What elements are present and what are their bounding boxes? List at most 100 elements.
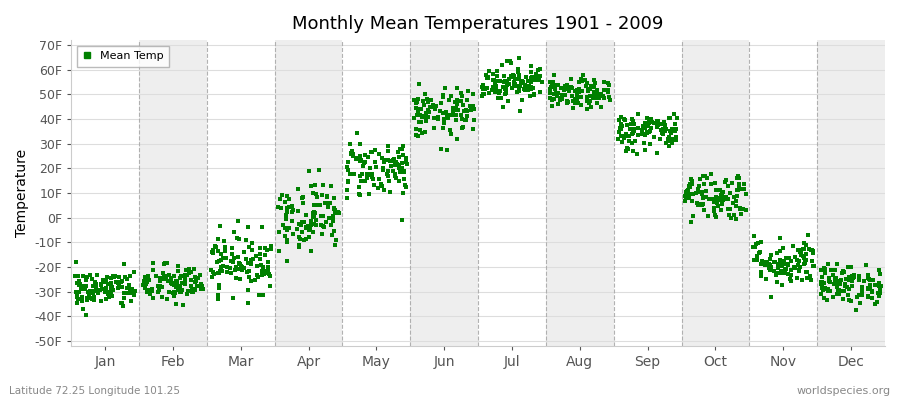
Point — [286, 231, 301, 238]
Point — [737, 180, 751, 187]
Point — [184, 283, 198, 290]
Point — [659, 140, 673, 146]
Point — [253, 250, 267, 257]
Point — [508, 83, 522, 89]
Point — [821, 286, 835, 292]
Y-axis label: Temperature: Temperature — [15, 149, 29, 237]
Point — [546, 95, 561, 102]
Point — [650, 124, 664, 130]
Point — [150, 289, 165, 296]
Point — [158, 273, 172, 280]
Point — [396, 152, 410, 158]
Point — [718, 177, 733, 183]
Point — [295, 229, 310, 235]
Point — [706, 204, 721, 211]
Point — [241, 260, 256, 266]
Point — [398, 182, 412, 188]
Point — [734, 205, 748, 211]
Point — [400, 161, 414, 168]
Point — [523, 86, 537, 92]
Point — [176, 273, 190, 279]
Point — [579, 83, 593, 90]
Point — [465, 126, 480, 132]
Point — [392, 165, 406, 171]
Point — [309, 190, 323, 197]
Point — [814, 267, 828, 274]
Point — [832, 290, 846, 297]
Point — [685, 181, 699, 188]
Point — [367, 158, 382, 165]
Point — [508, 81, 522, 88]
Point — [821, 260, 835, 267]
Point — [230, 266, 245, 272]
Point — [764, 252, 778, 258]
Point — [162, 272, 176, 278]
Point — [789, 275, 804, 281]
Point — [751, 256, 765, 263]
Point — [226, 258, 240, 265]
Point — [69, 300, 84, 306]
Point — [421, 108, 436, 115]
Point — [176, 302, 190, 308]
Point — [285, 209, 300, 215]
Point — [256, 264, 270, 270]
Point — [293, 235, 308, 242]
Point — [392, 168, 407, 175]
Point — [383, 163, 398, 169]
Point — [497, 73, 511, 80]
Point — [687, 213, 701, 220]
Point — [139, 281, 153, 288]
Point — [299, 235, 313, 242]
Point — [524, 69, 538, 76]
Point — [817, 285, 832, 292]
Point — [524, 63, 538, 70]
Legend: Mean Temp: Mean Temp — [76, 46, 169, 67]
Point — [332, 210, 347, 216]
Point — [753, 248, 768, 255]
Point — [444, 130, 458, 137]
Point — [138, 285, 152, 292]
Point — [114, 300, 129, 307]
Point — [693, 176, 707, 182]
Point — [725, 180, 740, 186]
Point — [696, 172, 710, 179]
Point — [691, 186, 706, 192]
Point — [707, 208, 722, 214]
Point — [792, 247, 806, 254]
Point — [211, 248, 225, 254]
Point — [708, 195, 723, 201]
Point — [728, 203, 742, 209]
Point — [767, 268, 781, 274]
Point — [684, 198, 698, 204]
Point — [618, 132, 633, 139]
Bar — [71, 40, 139, 346]
Point — [727, 212, 742, 218]
Point — [754, 239, 769, 246]
Point — [642, 129, 656, 136]
Point — [746, 244, 760, 250]
Point — [734, 185, 749, 192]
Point — [171, 262, 185, 269]
Point — [527, 92, 542, 98]
Point — [295, 194, 310, 200]
Point — [280, 227, 294, 233]
Point — [170, 268, 184, 275]
Point — [328, 208, 342, 215]
Point — [628, 138, 643, 144]
Point — [558, 92, 572, 98]
Point — [614, 121, 628, 128]
Point — [708, 212, 723, 218]
Point — [383, 188, 398, 195]
Point — [392, 162, 406, 168]
Point — [511, 88, 526, 94]
Point — [506, 72, 520, 78]
Point — [749, 241, 763, 247]
Point — [865, 288, 879, 294]
Point — [414, 119, 428, 125]
Point — [504, 74, 518, 80]
Point — [698, 172, 713, 179]
Point — [552, 90, 566, 96]
Point — [554, 85, 569, 92]
Point — [488, 85, 502, 91]
Point — [418, 110, 433, 117]
